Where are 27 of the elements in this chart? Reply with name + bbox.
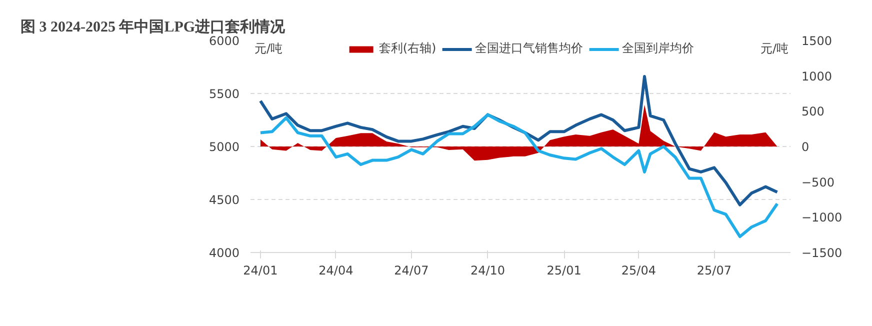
y2-tick-label: −1000 <box>802 210 842 225</box>
x-tick-label: 24/10 <box>470 264 506 278</box>
legend-label: 全国进口气销售均价 <box>475 40 584 57</box>
y2-tick-label: −1500 <box>802 246 842 260</box>
y2-tick-label: 1000 <box>802 69 832 84</box>
y-tick-label: 4000 <box>208 246 240 260</box>
y-tick-label: 5500 <box>208 87 240 101</box>
y2-axis-title: 元/吨 <box>760 42 789 56</box>
x-tick-label: 25/07 <box>696 264 732 278</box>
x-tick-label: 24/01 <box>243 264 278 278</box>
line-series <box>258 113 779 238</box>
y2-tick-label: −500 <box>802 175 834 190</box>
line-series <box>258 75 779 206</box>
x-tick-label: 25/01 <box>546 264 582 278</box>
y-tick-label: 4500 <box>208 193 240 207</box>
y2-tick-label: 1500 <box>802 34 832 48</box>
y2-tick-label: 0 <box>802 140 810 154</box>
y-tick-label: 6000 <box>208 34 240 48</box>
x-tick-label: 24/07 <box>394 264 429 278</box>
x-tick-label: 24/04 <box>318 264 354 278</box>
x-tick-label: 25/04 <box>621 264 656 278</box>
y-tick-label: 5000 <box>208 140 240 154</box>
chart-title: 图 3 2024-2025 年中国LPG进口套利情况 <box>20 18 286 36</box>
legend-label: 套利(右轴) <box>378 40 436 57</box>
y-axis-title: 元/吨 <box>254 42 283 56</box>
y2-tick-label: 500 <box>802 104 824 119</box>
legend-label: 全国到岸均价 <box>622 40 694 57</box>
